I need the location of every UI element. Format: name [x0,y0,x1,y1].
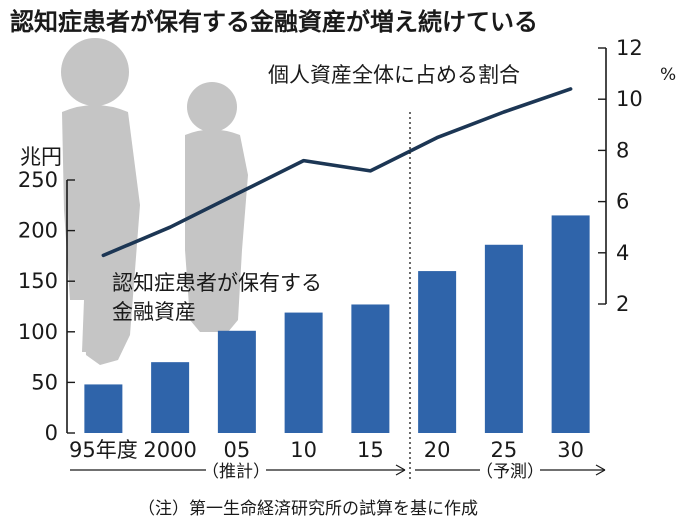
chart-title: 認知症患者が保有する金融資産が増え続けている [10,8,538,36]
x-tick-label: 30 [557,438,584,462]
y-right-unit: % [660,65,676,85]
footnote: （注）第一生命経済研究所の試算を基に作成 [138,499,478,519]
bar-2000 [151,362,190,433]
y-right-tick-label: 12 [616,36,643,60]
y-right-tick-label: 8 [616,138,629,162]
bar-15 [351,304,390,433]
y-left-tick-label: 150 [18,269,58,293]
y-right-tick-label: 2 [616,292,629,316]
x-tick-label: 20 [424,438,451,462]
bar-95年度 [84,384,123,433]
y-left-tick-label: 250 [18,168,58,192]
bar-30 [551,215,590,433]
bar-series-label-1: 認知症患者が保有する [112,271,322,295]
line-series-ratio [101,87,573,258]
x-tick-label: 10 [290,438,317,462]
y-right-tick-label: 4 [616,241,629,265]
y-left-tick-label: 100 [18,320,58,344]
bar-10 [284,312,323,433]
y-right-tick-label: 6 [616,190,629,214]
x-tick-label: 05 [224,438,251,462]
x-tick-label: 95年度 [69,438,138,462]
y-right-tick-label: 10 [616,87,643,111]
period-label-estimate: （推計） [202,462,270,482]
y-left-tick-label: 0 [45,421,58,445]
bar-series-label-2: 金融資産 [112,300,196,324]
y-left-tick-label: 50 [31,370,58,394]
y-left-unit: 兆円 [20,145,62,169]
x-tick-label: 25 [491,438,518,462]
bar-20 [418,271,457,433]
x-tick-label: 2000 [143,438,196,462]
line-series-label: 個人資産全体に占める割合 [268,63,520,87]
y-left-tick-label: 200 [18,219,58,243]
elderly-couple-silhouette [61,38,248,365]
period-label-forecast: （予測） [476,462,544,482]
bar-05 [217,330,256,433]
x-tick-label: 15 [357,438,384,462]
bar-25 [484,244,523,433]
